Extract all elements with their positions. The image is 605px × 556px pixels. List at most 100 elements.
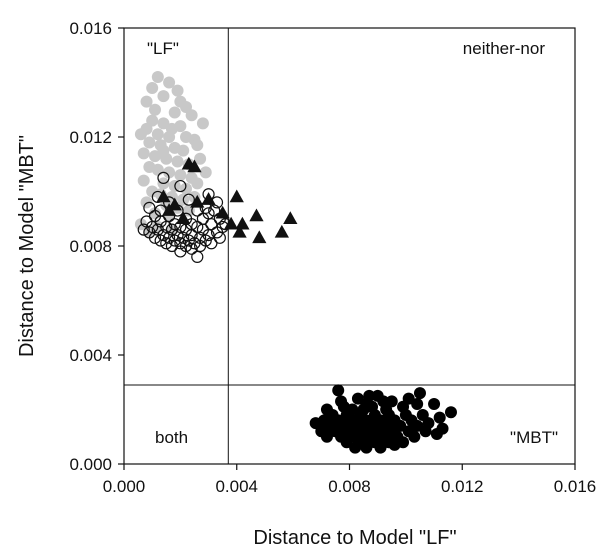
data-point-gray-circle bbox=[180, 182, 193, 195]
x-tick-label: 0.000 bbox=[103, 477, 146, 496]
data-point-gray-circle bbox=[185, 109, 198, 122]
data-point-gray-circle bbox=[146, 81, 159, 94]
data-point-gray-circle bbox=[171, 84, 184, 97]
data-point-triangle bbox=[252, 230, 267, 244]
data-point-triangle bbox=[283, 211, 298, 224]
data-point-black-circle bbox=[309, 417, 322, 430]
data-point-black-circle bbox=[363, 389, 376, 402]
data-point-black-circle bbox=[335, 395, 348, 408]
data-point-gray-circle bbox=[191, 177, 204, 190]
data-point-gray-circle bbox=[137, 174, 150, 187]
x-tick-label: 0.004 bbox=[215, 477, 258, 496]
data-point-gray-circle bbox=[151, 128, 164, 141]
data-point-open-circle bbox=[208, 204, 221, 217]
data-point-open-circle bbox=[160, 237, 173, 250]
data-point-gray-circle bbox=[177, 144, 190, 157]
data-point-black-circle bbox=[408, 430, 421, 443]
data-point-black-circle bbox=[357, 403, 370, 416]
data-point-open-circle bbox=[165, 239, 179, 253]
y-tick-label: 0.016 bbox=[69, 19, 112, 38]
data-point-gray-circle bbox=[171, 155, 184, 168]
data-point-black-circle bbox=[388, 438, 401, 451]
data-point-gray-circle bbox=[199, 166, 212, 179]
data-point-gray-circle bbox=[168, 106, 181, 119]
y-tick-label: 0.000 bbox=[69, 455, 112, 474]
data-point-black-circle bbox=[332, 384, 345, 397]
data-point-black-circle bbox=[320, 430, 333, 443]
data-point-triangle bbox=[215, 205, 230, 219]
data-point-black-circle bbox=[428, 398, 441, 411]
data-point-triangle bbox=[274, 224, 289, 238]
data-point-black-circle bbox=[402, 392, 415, 405]
tick-layer: 0.000 0.004 0.008 0.012 0.016 0.000 0.004 0.008… bbox=[69, 19, 596, 496]
data-point-triangle bbox=[161, 203, 177, 216]
threshold-lines bbox=[124, 28, 575, 464]
data-point-black-circle bbox=[419, 425, 432, 438]
data-point-open-circle bbox=[205, 218, 218, 231]
y-tick-label: 0.004 bbox=[69, 346, 112, 365]
data-point-black-circle bbox=[374, 441, 387, 454]
data-point-gray-circle bbox=[140, 95, 153, 108]
data-point-gray-circle bbox=[151, 163, 164, 176]
data-point-open-circle bbox=[205, 237, 218, 250]
data-point-triangle bbox=[190, 194, 205, 208]
region-label-mbt: "MBT" bbox=[510, 428, 558, 447]
data-point-open-circle bbox=[185, 242, 198, 255]
data-point-gray-circle bbox=[151, 71, 164, 84]
data-point-black-circle bbox=[436, 422, 449, 435]
data-point-triangle bbox=[187, 159, 202, 173]
data-point-triangle bbox=[176, 211, 191, 224]
data-point-gray-circle bbox=[157, 90, 170, 103]
data-point-triangle bbox=[229, 189, 244, 203]
data-point-triangle bbox=[156, 189, 171, 203]
data-point-black-circle bbox=[413, 387, 426, 400]
data-point-gray-circle bbox=[134, 218, 147, 231]
data-point-gray-circle bbox=[191, 139, 204, 152]
points-layer bbox=[134, 71, 457, 454]
data-point-gray-circle bbox=[163, 76, 176, 89]
data-point-open-circle bbox=[154, 234, 167, 247]
x-tick-label: 0.016 bbox=[554, 477, 597, 496]
data-point-gray-circle bbox=[174, 169, 187, 182]
data-point-black-circle bbox=[433, 411, 446, 424]
data-point-open-circle bbox=[137, 223, 150, 236]
x-axis-title: Distance to Model "LF" bbox=[253, 527, 456, 549]
series-circle-filled-black bbox=[309, 384, 457, 454]
data-point-gray-circle bbox=[134, 128, 147, 141]
data-point-gray-circle bbox=[165, 122, 178, 135]
data-point-triangle bbox=[249, 208, 264, 222]
region-label-both: both bbox=[155, 428, 188, 447]
data-point-gray-circle bbox=[149, 103, 162, 116]
region-label-neither-nor: neither-nor bbox=[463, 39, 546, 58]
data-point-gray-circle bbox=[196, 117, 209, 130]
data-point-black-circle bbox=[360, 441, 373, 454]
data-point-gray-circle bbox=[143, 136, 156, 149]
data-point-open-circle bbox=[213, 231, 226, 244]
data-point-black-circle bbox=[377, 395, 390, 408]
series-circle-open bbox=[137, 171, 232, 263]
data-point-triangle bbox=[235, 216, 250, 230]
data-point-open-circle bbox=[191, 250, 204, 263]
data-point-open-circle bbox=[143, 201, 156, 214]
series-triangle-filled bbox=[156, 156, 298, 244]
data-point-gray-circle bbox=[140, 196, 153, 209]
x-tick-label: 0.008 bbox=[328, 477, 371, 496]
data-point-triangle bbox=[201, 192, 216, 205]
y-axis-title: Distance to Model "MBT" bbox=[16, 135, 38, 357]
data-point-open-circle bbox=[182, 193, 195, 206]
data-point-open-circle bbox=[174, 237, 187, 250]
data-point-open-circle bbox=[174, 245, 187, 258]
x-tick-label: 0.012 bbox=[441, 477, 484, 496]
data-point-gray-circle bbox=[194, 152, 207, 165]
y-tick-label: 0.012 bbox=[69, 128, 112, 147]
data-point-gray-circle bbox=[157, 144, 170, 157]
data-point-triangle bbox=[223, 216, 239, 230]
region-label-lf: "LF" bbox=[147, 39, 179, 58]
data-point-open-circle bbox=[174, 179, 187, 193]
data-point-open-circle bbox=[157, 171, 170, 184]
data-point-triangle bbox=[232, 224, 247, 238]
data-point-gray-circle bbox=[137, 147, 150, 160]
data-point-black-circle bbox=[444, 406, 457, 419]
y-tick-label: 0.008 bbox=[69, 237, 112, 256]
